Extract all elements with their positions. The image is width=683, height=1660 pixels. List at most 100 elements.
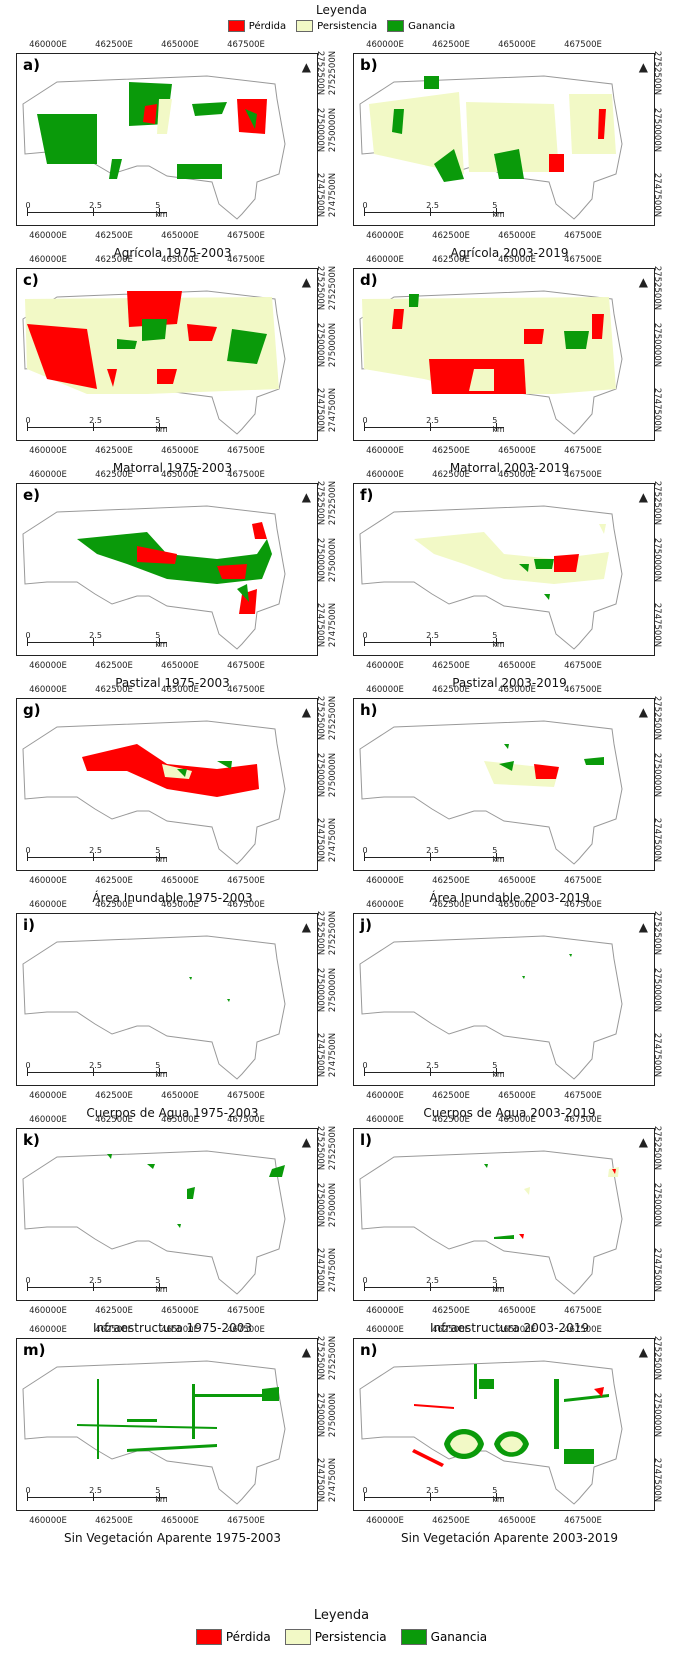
- map-frame: l) ▲ 0 2.5 5 km: [353, 1128, 655, 1301]
- map-panel-d: 460000E 462500E 465000E 467500E 460000E 46250…: [328, 255, 680, 475]
- land-change-patch: [414, 532, 609, 584]
- map-panel-m: 460000E 462500E 465000E 467500E 460000E 46250…: [0, 1325, 343, 1545]
- study-area-boundary: [22, 720, 286, 865]
- scale-bar-label: 5 km: [492, 1276, 505, 1294]
- map-canvas: [22, 75, 286, 220]
- scale-bar-tick: [430, 853, 431, 861]
- land-change-patch: [177, 769, 187, 777]
- x-tick-top: 467500E: [564, 470, 602, 480]
- study-area-boundary: [359, 1360, 623, 1505]
- north-arrow-icon: ▲: [638, 275, 648, 289]
- x-tick-bottom: 460000E: [366, 1306, 404, 1316]
- x-tick-bottom: 460000E: [29, 661, 67, 671]
- y-tick-left: 2747500N: [0, 1458, 1, 1502]
- map-frame: c) ▲ 0 2.5 5 km: [16, 268, 318, 441]
- map-frame: m) ▲ 0 2.5 5 km: [16, 1338, 318, 1511]
- north-arrow-icon: ▲: [301, 705, 311, 719]
- land-change-patch: [245, 109, 257, 129]
- x-tick-top: 467500E: [564, 1325, 602, 1335]
- scale-bar-label: 2.5: [89, 846, 102, 855]
- map-panel-k: 460000E 462500E 465000E 467500E 460000E 46250…: [0, 1115, 343, 1335]
- x-tick-bottom: 460000E: [366, 1091, 404, 1101]
- x-tick-bottom: 465000E: [161, 661, 199, 671]
- land-change-patch: [409, 294, 419, 307]
- x-tick-bottom: 462500E: [432, 661, 470, 671]
- x-tick-bottom: 465000E: [498, 231, 536, 241]
- x-tick-top: 462500E: [432, 900, 470, 910]
- scale-bar: 0 2.5 5 km: [362, 1486, 504, 1504]
- x-tick-top: 462500E: [95, 1325, 133, 1335]
- land-change-patch: [227, 329, 267, 364]
- land-change-patch: [474, 1364, 477, 1399]
- north-arrow-icon: ▲: [638, 1345, 648, 1359]
- land-change-patch: [564, 331, 589, 349]
- x-tick-bottom: 465000E: [498, 1091, 536, 1101]
- scale-bar-line: [27, 1287, 167, 1288]
- x-tick-bottom: 465000E: [498, 876, 536, 886]
- scale-bar-line: [364, 857, 504, 858]
- y-tick-left: 2747500N: [328, 387, 339, 433]
- y-tick-left: 2747500N: [328, 1032, 339, 1078]
- map-canvas: [22, 505, 286, 650]
- scale-bar-tick: [93, 1493, 94, 1501]
- scale-bar-label: 0: [25, 201, 31, 210]
- scale-bar-label: 5 km: [155, 416, 168, 434]
- x-tick-top: 467500E: [227, 685, 265, 695]
- scale-bar-label: 0: [25, 631, 31, 640]
- panel-label: i): [23, 916, 35, 934]
- land-change-patch: [499, 761, 514, 771]
- panel-label: c): [23, 271, 39, 289]
- land-change-patch: [599, 524, 606, 534]
- map-canvas: [359, 1360, 623, 1505]
- y-tick-left: 2750000N: [328, 1182, 339, 1228]
- y-tick-left: 2750000N: [0, 1393, 1, 1437]
- land-change-patch: [549, 154, 564, 172]
- study-area-boundary: [359, 1150, 623, 1295]
- scale-bar-label: 0: [362, 416, 368, 425]
- scale-bar-label: 5 km: [492, 416, 505, 434]
- scale-bar-line: [364, 1072, 504, 1073]
- scale-bar-label: 2.5: [426, 1061, 439, 1070]
- x-tick-bottom: 465000E: [498, 661, 536, 671]
- scale-bar-label: 0: [25, 846, 31, 855]
- y-tick-left: 2750000N: [0, 1183, 1, 1227]
- legend-item-persistence-bottom: Persistencia: [284, 1629, 387, 1645]
- scale-bar-line: [364, 642, 504, 643]
- land-change-patch: [569, 954, 572, 957]
- x-tick-bottom: 467500E: [227, 876, 265, 886]
- scale-bar: 0 2.5 5 km: [25, 846, 167, 864]
- x-tick-top: 467500E: [227, 255, 265, 265]
- scale-bar: 0 2.5 5 km: [25, 1061, 167, 1079]
- x-tick-top: 467500E: [227, 1325, 265, 1335]
- panel-caption: Área Inundable 1975-2003: [92, 891, 253, 905]
- x-tick-top: 460000E: [366, 1115, 404, 1125]
- scale-bar-tick: [496, 853, 497, 861]
- x-tick-bottom: 462500E: [95, 1306, 133, 1316]
- panel-label: e): [23, 486, 41, 504]
- map-panel-i: 460000E 462500E 465000E 467500E 460000E 46250…: [0, 900, 343, 1120]
- scale-bar-label: 5 km: [155, 631, 168, 649]
- land-change-patch: [584, 757, 604, 765]
- x-tick-bottom: 467500E: [564, 231, 602, 241]
- swatch-gain-bottom: [400, 1629, 427, 1645]
- panel-caption: Matorral 1975-2003: [112, 461, 233, 475]
- y-tick-left: 2750000N: [0, 968, 1, 1012]
- land-change-patch: [187, 324, 217, 341]
- land-change-patch: [544, 594, 550, 600]
- map-frame: a) ▲ 0 2.5 5 km: [16, 53, 318, 226]
- y-tick-left: 2752500N: [0, 266, 1, 310]
- land-change-patch: [592, 314, 604, 339]
- scale-bar: 0 2.5 5 km: [362, 631, 504, 649]
- scale-bar-label: 2.5: [89, 1061, 102, 1070]
- study-area-boundary: [359, 720, 623, 865]
- panel-label: m): [23, 1341, 46, 1359]
- x-tick-bottom: 467500E: [564, 446, 602, 456]
- land-change-patch: [494, 149, 524, 179]
- scale-bar: 0 2.5 5 km: [25, 1486, 167, 1504]
- panel-caption: Agrícola 1975-2003: [113, 246, 232, 260]
- scale-bar-line: [27, 857, 167, 858]
- land-change-patch: [598, 109, 606, 139]
- scale-bar-tick: [364, 638, 365, 646]
- land-change-patch: [147, 1164, 155, 1169]
- land-change-patch: [504, 744, 509, 749]
